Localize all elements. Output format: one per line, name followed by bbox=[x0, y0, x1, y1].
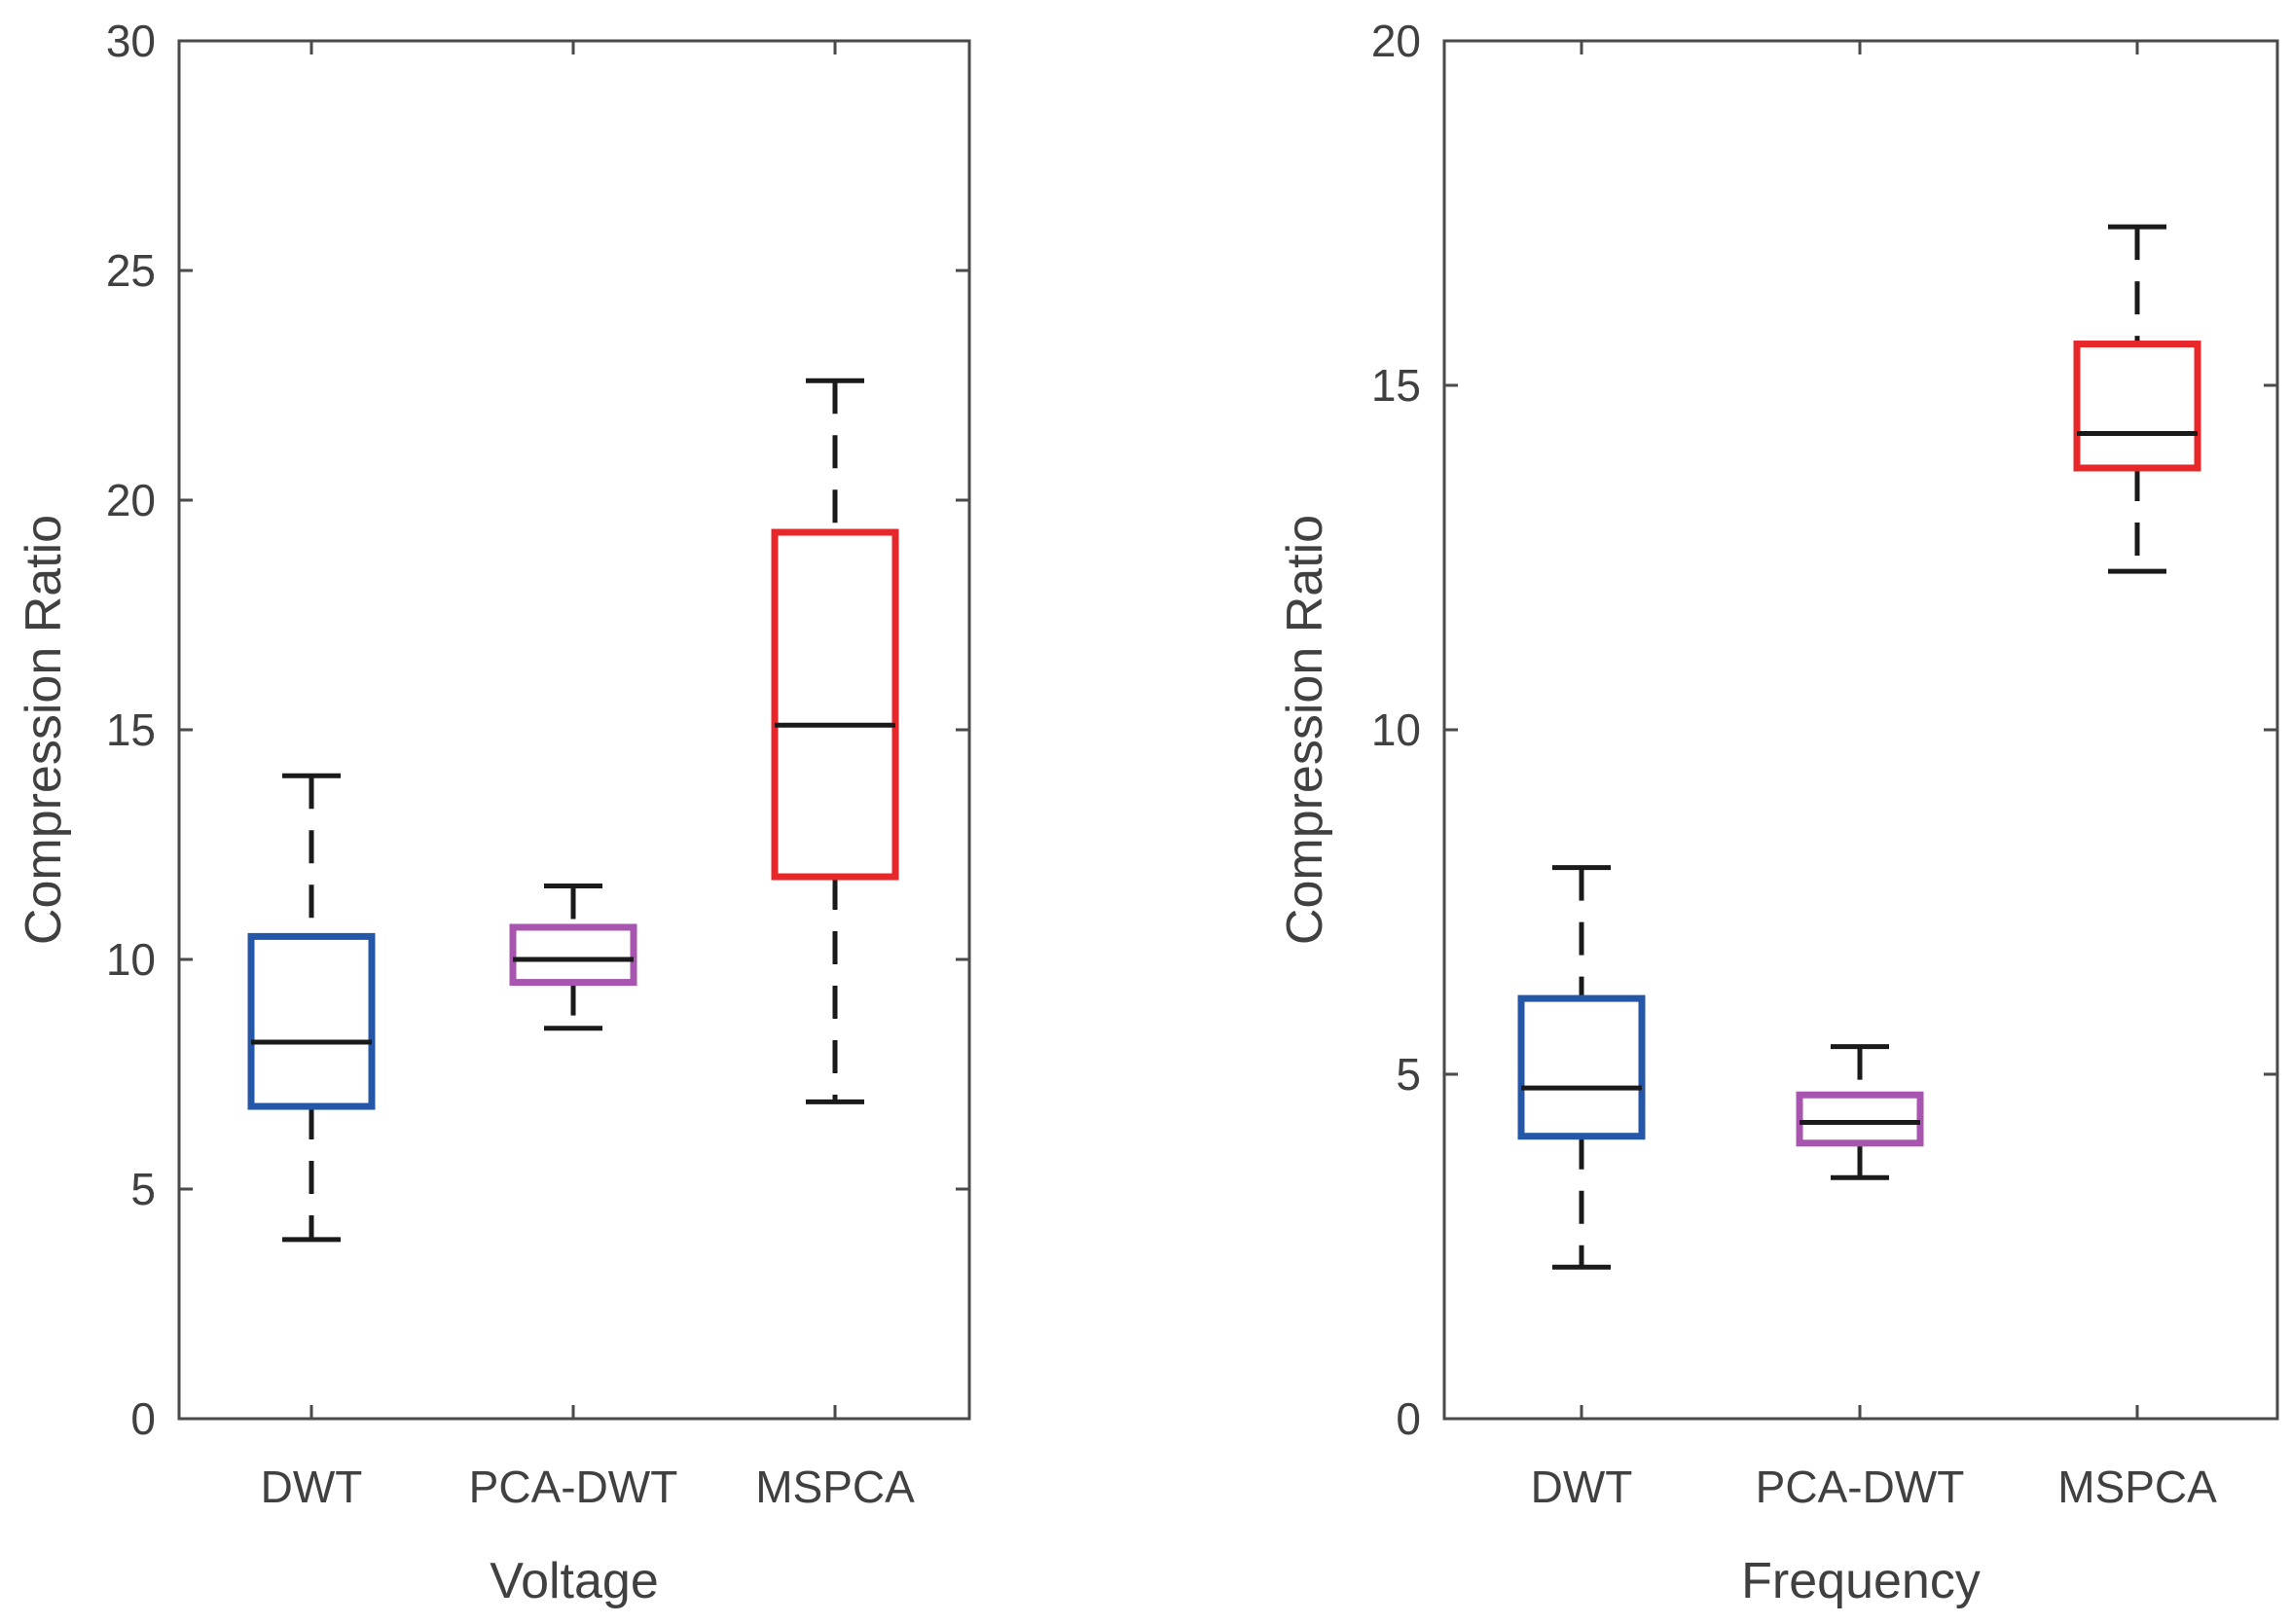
iqr-box bbox=[509, 923, 637, 987]
box-1 bbox=[1796, 1044, 1924, 1180]
iqr-box bbox=[771, 528, 899, 881]
x-tick-label: MSPCA bbox=[755, 1462, 915, 1512]
iqr-box bbox=[1796, 1091, 1924, 1147]
y-tick-label: 5 bbox=[1396, 1049, 1421, 1100]
x-tick-label: DWT bbox=[261, 1462, 363, 1512]
x-tick-label: MSPCA bbox=[2057, 1462, 2217, 1512]
y-tick-label: 0 bbox=[130, 1393, 156, 1444]
box-1 bbox=[509, 883, 637, 1031]
frequency-panel: 0 5 10 15 20 DWT PCA-DWT MSPCA Frequency Compress… bbox=[1277, 16, 2279, 1609]
y-tick-label: 10 bbox=[106, 934, 156, 985]
iqr-box bbox=[247, 932, 376, 1110]
x-axis-title: Voltage bbox=[490, 1553, 659, 1609]
iqr-box bbox=[2073, 341, 2201, 472]
y-tick-label: 25 bbox=[106, 245, 156, 296]
box-2 bbox=[771, 378, 899, 1104]
x-tick-label: DWT bbox=[1531, 1462, 1633, 1512]
plot-frame bbox=[1442, 39, 2279, 1421]
x-axis-title: Frequency bbox=[1741, 1553, 1981, 1609]
box-0 bbox=[247, 773, 376, 1243]
y-tick-label: 15 bbox=[1371, 360, 1421, 411]
y-tick-label: 5 bbox=[130, 1164, 156, 1214]
plot-frame bbox=[177, 39, 971, 1421]
y-tick-label: 30 bbox=[106, 16, 156, 66]
box-0 bbox=[1517, 865, 1646, 1270]
y-tick-label: 0 bbox=[1396, 1393, 1421, 1444]
voltage-panel: 0 5 10 15 20 25 30 DWT PCA-DWT MSPCA Voltage Compre… bbox=[16, 16, 971, 1609]
x-tick-label: PCA-DWT bbox=[469, 1462, 678, 1512]
box-2 bbox=[2073, 224, 2201, 574]
y-tick-label: 15 bbox=[106, 704, 156, 755]
y-tick-label: 10 bbox=[1371, 704, 1421, 755]
y-tick-label: 20 bbox=[1371, 16, 1421, 66]
iqr-box bbox=[1517, 994, 1646, 1140]
y-axis-title: Compression Ratio bbox=[16, 515, 72, 945]
y-axis-title: Compression Ratio bbox=[1277, 515, 1333, 945]
y-tick-label: 20 bbox=[106, 475, 156, 525]
x-tick-label: PCA-DWT bbox=[1756, 1462, 1965, 1512]
